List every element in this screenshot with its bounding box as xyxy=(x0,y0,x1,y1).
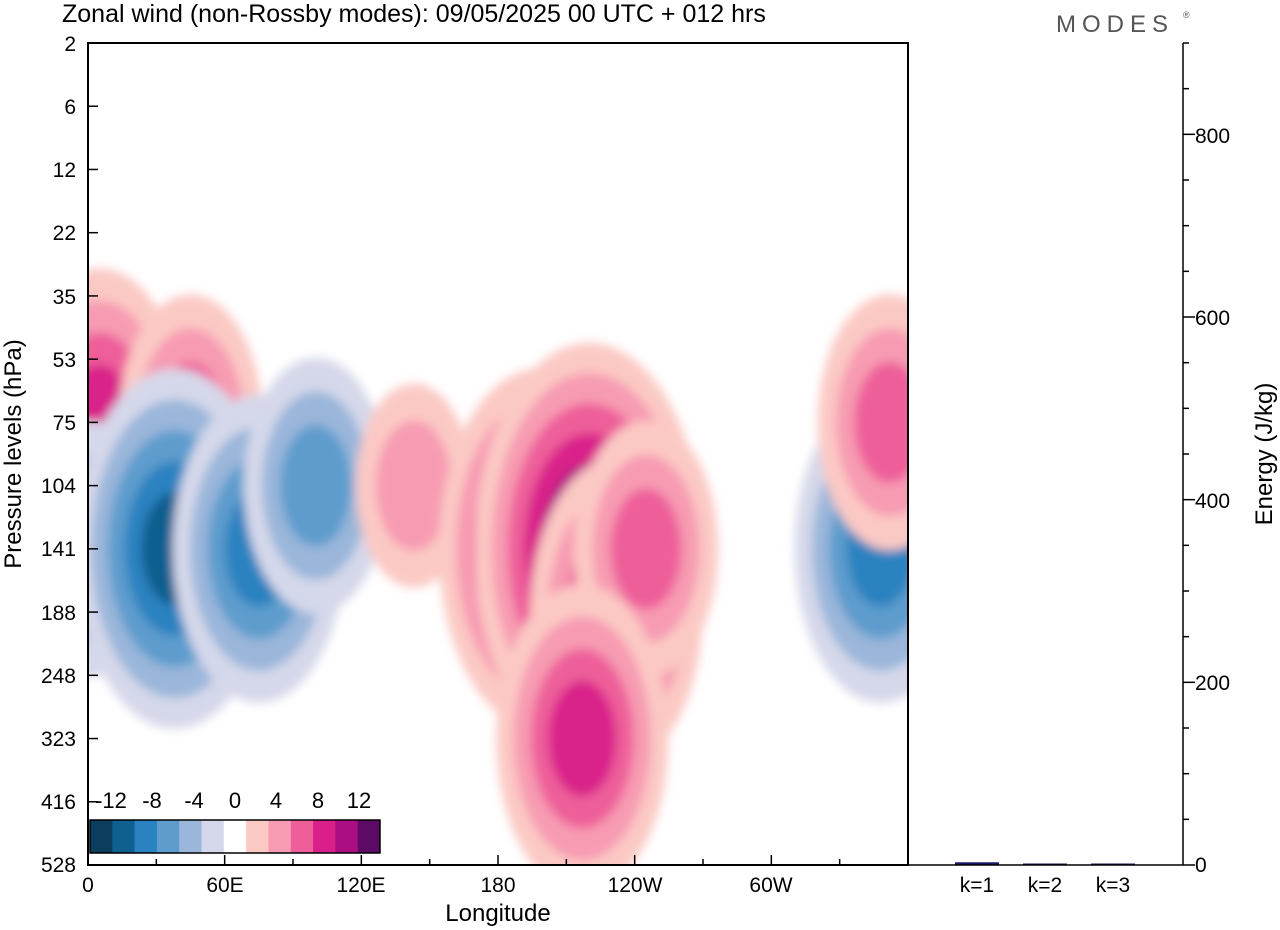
x-tick-label: 60W xyxy=(749,874,792,897)
energy-tick-label: 400 xyxy=(1195,490,1230,513)
heatmap-feature xyxy=(243,357,388,614)
heatmap-feature xyxy=(496,584,669,865)
y-tick-label: 22 xyxy=(53,222,76,245)
bar-category-label: k=3 xyxy=(1096,874,1130,897)
x-axis-label: Longitude xyxy=(445,900,550,927)
colorbar-label: 8 xyxy=(312,788,324,813)
heatmap-field xyxy=(88,268,908,865)
y-tick-label: 323 xyxy=(41,728,76,751)
heatmap-contour xyxy=(280,425,352,547)
colorbar-cell xyxy=(313,820,336,853)
y-tick-label: 53 xyxy=(53,349,76,372)
energy-panel xyxy=(908,42,1195,866)
y-axis-label: Pressure levels (hPa) xyxy=(0,339,27,568)
colorbar-label: 0 xyxy=(229,788,241,813)
heatmap-contour xyxy=(548,680,617,797)
x-tick-label: 0 xyxy=(82,874,94,897)
energy-tick-label: 0 xyxy=(1195,854,1207,877)
colorbar-cell xyxy=(290,820,314,853)
colorbar-cell xyxy=(201,820,225,853)
heatmap-frame xyxy=(87,42,909,866)
colorbar-frame xyxy=(89,819,381,854)
y-tick-label: 35 xyxy=(53,286,76,309)
y-tick-label: 75 xyxy=(53,412,76,435)
heatmap-contour xyxy=(610,488,682,610)
colorbar-cell xyxy=(335,820,359,853)
y-tick-label: 188 xyxy=(41,602,76,625)
energy-axis-label: Energy (J/kg) xyxy=(1251,383,1278,526)
energy-tick-label: 800 xyxy=(1195,125,1230,148)
y-tick-label: 248 xyxy=(41,665,76,688)
colorbar-cell xyxy=(156,820,180,853)
x-tick-label: 60E xyxy=(206,874,243,897)
x-tick-label: 120W xyxy=(608,874,663,897)
colorbar-cell xyxy=(246,820,269,853)
brand-mark-icon: ® xyxy=(1183,10,1190,20)
heatmap-feature xyxy=(817,294,908,551)
energy-category-labels: k=1 k=2 k=3 xyxy=(960,874,1130,897)
colorbar-cell xyxy=(223,820,247,853)
y-tick-label: 141 xyxy=(41,538,76,561)
y-tick-label: 416 xyxy=(41,791,76,814)
heatmap-panel xyxy=(87,42,909,866)
x-tick-labels: 0 60E 120E 180 120W 60W xyxy=(82,874,793,897)
energy-tick-label: 200 xyxy=(1195,672,1230,695)
colorbar-cell xyxy=(134,820,158,853)
colorbar-cell xyxy=(357,820,381,853)
colorbar-label: -4 xyxy=(184,788,204,813)
heatmap-contour xyxy=(854,361,908,483)
chart-title: Zonal wind (non-Rossby modes): 09/05/202… xyxy=(62,0,766,28)
y-tick-label: 6 xyxy=(64,96,76,119)
energy-bar xyxy=(955,862,999,865)
y-tick-labels: 2 6 12 22 35 53 75 104 141 188 248 323 4… xyxy=(41,33,76,877)
colorbar-cell xyxy=(179,820,203,853)
y-tick-label: 12 xyxy=(53,159,76,182)
bar-category-label: k=2 xyxy=(1028,874,1062,897)
energy-tick-label: 600 xyxy=(1195,307,1230,330)
x-tick-label: 180 xyxy=(480,874,515,897)
colorbar: -12 -8 -4 0 4 8 12 xyxy=(89,788,381,854)
x-tick-label: 120E xyxy=(336,874,385,897)
y-tick-label: 528 xyxy=(41,854,76,877)
colorbar-cell xyxy=(268,820,292,853)
colorbar-cell xyxy=(90,820,113,853)
brand-logo: MODES xyxy=(1056,11,1174,38)
heatmap-contour xyxy=(375,420,452,551)
colorbar-label: 4 xyxy=(270,788,282,813)
y-tick-label: 104 xyxy=(41,475,76,498)
bar-category-label: k=1 xyxy=(960,874,994,897)
colorbar-cell xyxy=(112,820,136,853)
y-tick-label: 2 xyxy=(64,33,76,56)
colorbar-label: -12 xyxy=(95,788,127,813)
energy-tick-labels: 0 200 400 600 800 xyxy=(1195,125,1230,877)
colorbar-label: -8 xyxy=(142,788,162,813)
colorbar-label: 12 xyxy=(347,788,371,813)
